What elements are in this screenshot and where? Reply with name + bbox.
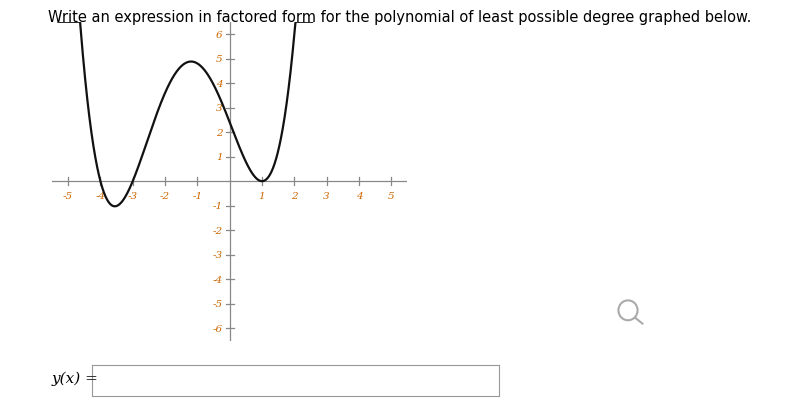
Text: -4: -4 [95,192,105,200]
Text: 5: 5 [216,55,223,64]
Text: -4: -4 [213,275,223,284]
Text: 3: 3 [324,192,330,200]
Text: -2: -2 [160,192,170,200]
Text: -6: -6 [213,324,223,333]
Text: -1: -1 [213,202,223,211]
Text: -1: -1 [193,192,202,200]
Text: Write an expression in factored form for the polynomial of least possible degree: Write an expression in factored form for… [48,10,751,25]
Text: 2: 2 [291,192,298,200]
Text: -5: -5 [63,192,74,200]
Text: -3: -3 [213,251,223,260]
Text: 1: 1 [259,192,265,200]
Text: 1: 1 [216,153,223,162]
Text: 4: 4 [216,79,223,88]
Text: y(x) =: y(x) = [52,371,99,385]
Text: -5: -5 [213,299,223,309]
Text: -2: -2 [213,226,223,235]
Text: -3: -3 [128,192,137,200]
Text: 2: 2 [216,128,223,137]
Text: 4: 4 [356,192,362,200]
Text: 6: 6 [216,31,223,39]
Text: 3: 3 [216,104,223,113]
Text: 5: 5 [388,192,395,200]
